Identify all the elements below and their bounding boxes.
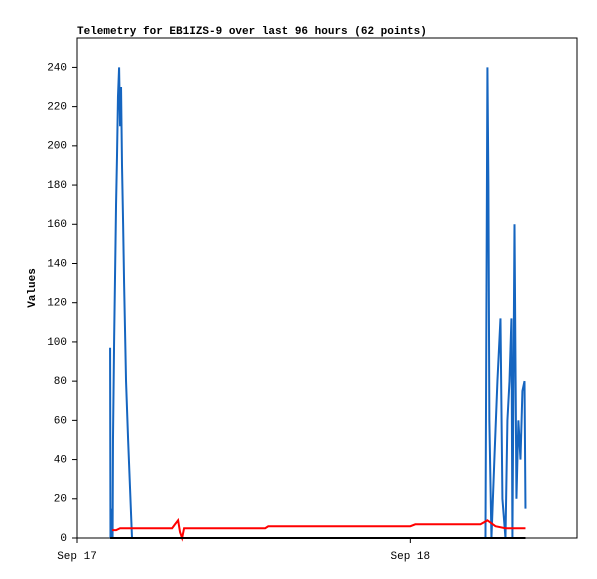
y-axis-label: Values xyxy=(27,268,39,308)
y-tick-label: 100 xyxy=(47,337,67,349)
y-tick-label: 160 xyxy=(47,219,67,231)
x-tick-label: Sep 17 xyxy=(57,551,97,563)
x-tick-label: Sep 18 xyxy=(391,551,431,563)
y-tick-label: 220 xyxy=(47,102,67,114)
y-tick-label: 140 xyxy=(47,258,67,270)
y-tick-label: 80 xyxy=(54,376,67,388)
y-tick-label: 60 xyxy=(54,415,67,427)
y-tick-label: 40 xyxy=(54,454,67,466)
y-tick-label: 20 xyxy=(54,494,67,506)
y-tick-label: 180 xyxy=(47,180,67,192)
y-tick-label: 240 xyxy=(47,62,67,74)
y-tick-label: 200 xyxy=(47,141,67,153)
chart-title: Telemetry for EB1IZS-9 over last 96 hour… xyxy=(77,26,427,38)
series-line xyxy=(112,517,526,542)
y-tick-label: 0 xyxy=(60,533,67,545)
y-tick-label: 120 xyxy=(47,298,67,310)
series-line xyxy=(109,67,527,539)
